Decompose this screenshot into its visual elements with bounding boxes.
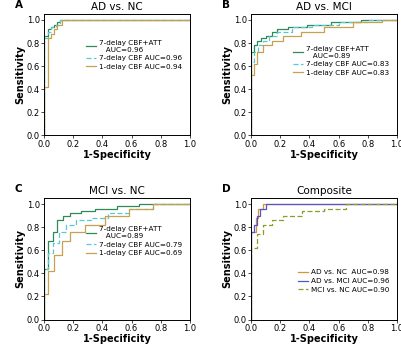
Text: C: C (15, 184, 22, 194)
Legend: AD vs. NC  AUC=0.98, AD vs. MCI AUC=0.96, MCI vs. NC AUC=0.90: AD vs. NC AUC=0.98, AD vs. MCI AUC=0.96,… (296, 268, 391, 294)
Title: Composite: Composite (296, 186, 352, 196)
Legend: 7-delay CBF+ATT
   AUC=0.96, 7-delay CBF AUC=0.96, 1-delay CBF AUC=0.94: 7-delay CBF+ATT AUC=0.96, 7-delay CBF AU… (84, 38, 183, 71)
Text: B: B (222, 0, 230, 10)
Legend: 7-delay CBF+ATT
   AUC=0.89, 7-delay CBF AUC=0.83, 1-delay CBF AUC=0.83: 7-delay CBF+ATT AUC=0.89, 7-delay CBF AU… (292, 44, 391, 77)
Title: AD vs. NC: AD vs. NC (91, 2, 143, 12)
Legend: 7-delay CBF+ATT
   AUC=0.89, 7-delay CBF AUC=0.79, 1-delay CBF AUC=0.69: 7-delay CBF+ATT AUC=0.89, 7-delay CBF AU… (84, 225, 183, 258)
Y-axis label: Sensitivity: Sensitivity (15, 45, 25, 104)
X-axis label: 1-Specificity: 1-Specificity (83, 150, 152, 160)
Y-axis label: Sensitivity: Sensitivity (15, 229, 25, 288)
Text: A: A (15, 0, 23, 10)
Y-axis label: Sensitivity: Sensitivity (223, 229, 232, 288)
Y-axis label: Sensitivity: Sensitivity (223, 45, 232, 104)
Title: AD vs. MCI: AD vs. MCI (296, 2, 352, 12)
X-axis label: 1-Specificity: 1-Specificity (290, 334, 358, 344)
Text: D: D (222, 184, 231, 194)
Title: MCI vs. NC: MCI vs. NC (89, 186, 145, 196)
X-axis label: 1-Specificity: 1-Specificity (290, 150, 358, 160)
X-axis label: 1-Specificity: 1-Specificity (83, 334, 152, 344)
